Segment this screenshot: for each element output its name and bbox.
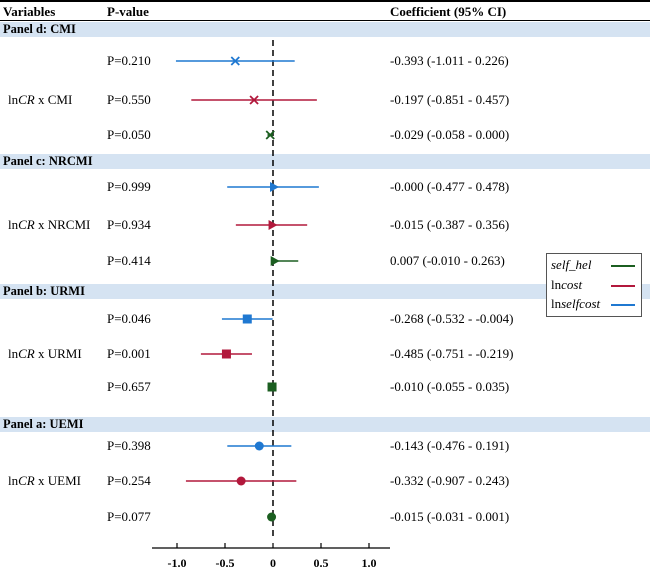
coefficient-ci: -0.268 (-0.532 - -0.004)	[390, 311, 514, 326]
point-marker	[268, 220, 278, 230]
p-value: P=0.999	[107, 179, 151, 194]
x-tick-label: -0.5	[216, 556, 235, 570]
point-marker	[221, 349, 231, 359]
x-tick-label: 0	[270, 556, 276, 570]
panel-title: Panel a: UEMI	[3, 417, 84, 431]
x-tick-label: 1.0	[362, 556, 377, 570]
p-value: P=0.050	[107, 127, 151, 142]
panel-title: Panel c: NRCMI	[3, 154, 93, 168]
point-marker	[249, 95, 259, 105]
top-rule	[0, 0, 650, 2]
point-marker	[267, 382, 277, 392]
legend-line-lnselfcost	[611, 304, 635, 306]
row-label-suffix: x CMI	[34, 92, 73, 107]
p-value: P=0.210	[107, 53, 151, 68]
p-value: P=0.398	[107, 438, 151, 453]
header-coefficient: Coefficient (95% CI)	[390, 4, 507, 19]
x-tick-label: -1.0	[168, 556, 187, 570]
coefficient-ci: -0.197 (-0.851 - 0.457)	[390, 92, 510, 107]
row-label-suffix: x URMI	[34, 346, 82, 361]
row-label-prefix: ln	[8, 92, 19, 107]
row-label: lnCR x URMI	[8, 346, 82, 362]
legend: self_hel lncost lnselfcost	[546, 253, 642, 317]
row-label-italic: CR	[18, 92, 35, 107]
point-marker	[242, 314, 252, 324]
coefficient-ci: -0.332 (-0.907 - 0.243)	[390, 473, 510, 488]
point-marker	[267, 512, 277, 522]
row-label: lnCR x UEMI	[8, 473, 81, 489]
point-marker	[236, 476, 246, 486]
p-value: P=0.550	[107, 92, 151, 107]
row-label-suffix: x UEMI	[34, 473, 81, 488]
p-value: P=0.046	[107, 311, 151, 326]
p-value: P=0.934	[107, 217, 151, 232]
row-label-suffix: x NRCMI	[34, 217, 91, 232]
panel-band: Panel a: UEMI	[0, 417, 650, 432]
row-label-italic: CR	[18, 473, 35, 488]
coefficient-ci: -0.393 (-1.011 - 0.226)	[390, 53, 509, 68]
x-tick-label: 0.5	[314, 556, 329, 570]
header-rule	[0, 20, 650, 21]
legend-label-lncost: lncost	[551, 277, 583, 292]
row-label: lnCR x NRCMI	[8, 217, 90, 233]
coefficient-ci: -0.029 (-0.058 - 0.000)	[390, 127, 510, 142]
row-label-prefix: ln	[8, 473, 19, 488]
row-label-italic: CR	[18, 217, 35, 232]
coefficient-ci: -0.143 (-0.476 - 0.191)	[390, 438, 510, 453]
p-value: P=0.657	[107, 379, 151, 394]
point-marker	[254, 441, 264, 451]
legend-line-self-hel	[611, 265, 635, 267]
coefficient-ci: -0.015 (-0.387 - 0.356)	[390, 217, 510, 232]
coefficient-ci: -0.000 (-0.477 - 0.478)	[390, 179, 510, 194]
panel-band: Panel d: CMI	[0, 22, 650, 37]
p-value: P=0.001	[107, 346, 151, 361]
header-pvalue: P-value	[107, 4, 149, 19]
row-label-italic: CR	[18, 346, 35, 361]
panel-title: Panel b: URMI	[3, 284, 85, 298]
legend-label-lnselfcost: lnselfcost	[551, 296, 601, 311]
point-marker	[230, 56, 240, 66]
p-value: P=0.414	[107, 253, 151, 268]
legend-line-lncost	[611, 285, 635, 287]
point-marker	[270, 182, 279, 192]
panel-band: Panel c: NRCMI	[0, 154, 650, 169]
coefficient-ci: 0.007 (-0.010 - 0.263)	[390, 253, 505, 268]
header-variables: Variables	[3, 4, 56, 19]
p-value: P=0.077	[107, 509, 151, 524]
point-marker	[265, 130, 275, 140]
row-label-prefix: ln	[8, 217, 19, 232]
p-value: P=0.254	[107, 473, 151, 488]
coefficient-ci: -0.485 (-0.751 - -0.219)	[390, 346, 514, 361]
legend-label-self-hel: self_hel	[551, 257, 592, 272]
coefficient-ci: -0.015 (-0.031 - 0.001)	[390, 509, 510, 524]
coefficient-ci: -0.010 (-0.055 - 0.035)	[390, 379, 510, 394]
panel-band: Panel b: URMI	[0, 284, 650, 299]
row-label-prefix: ln	[8, 346, 19, 361]
point-marker	[270, 256, 280, 266]
panel-title: Panel d: CMI	[3, 22, 76, 36]
row-label: lnCR x CMI	[8, 92, 72, 108]
